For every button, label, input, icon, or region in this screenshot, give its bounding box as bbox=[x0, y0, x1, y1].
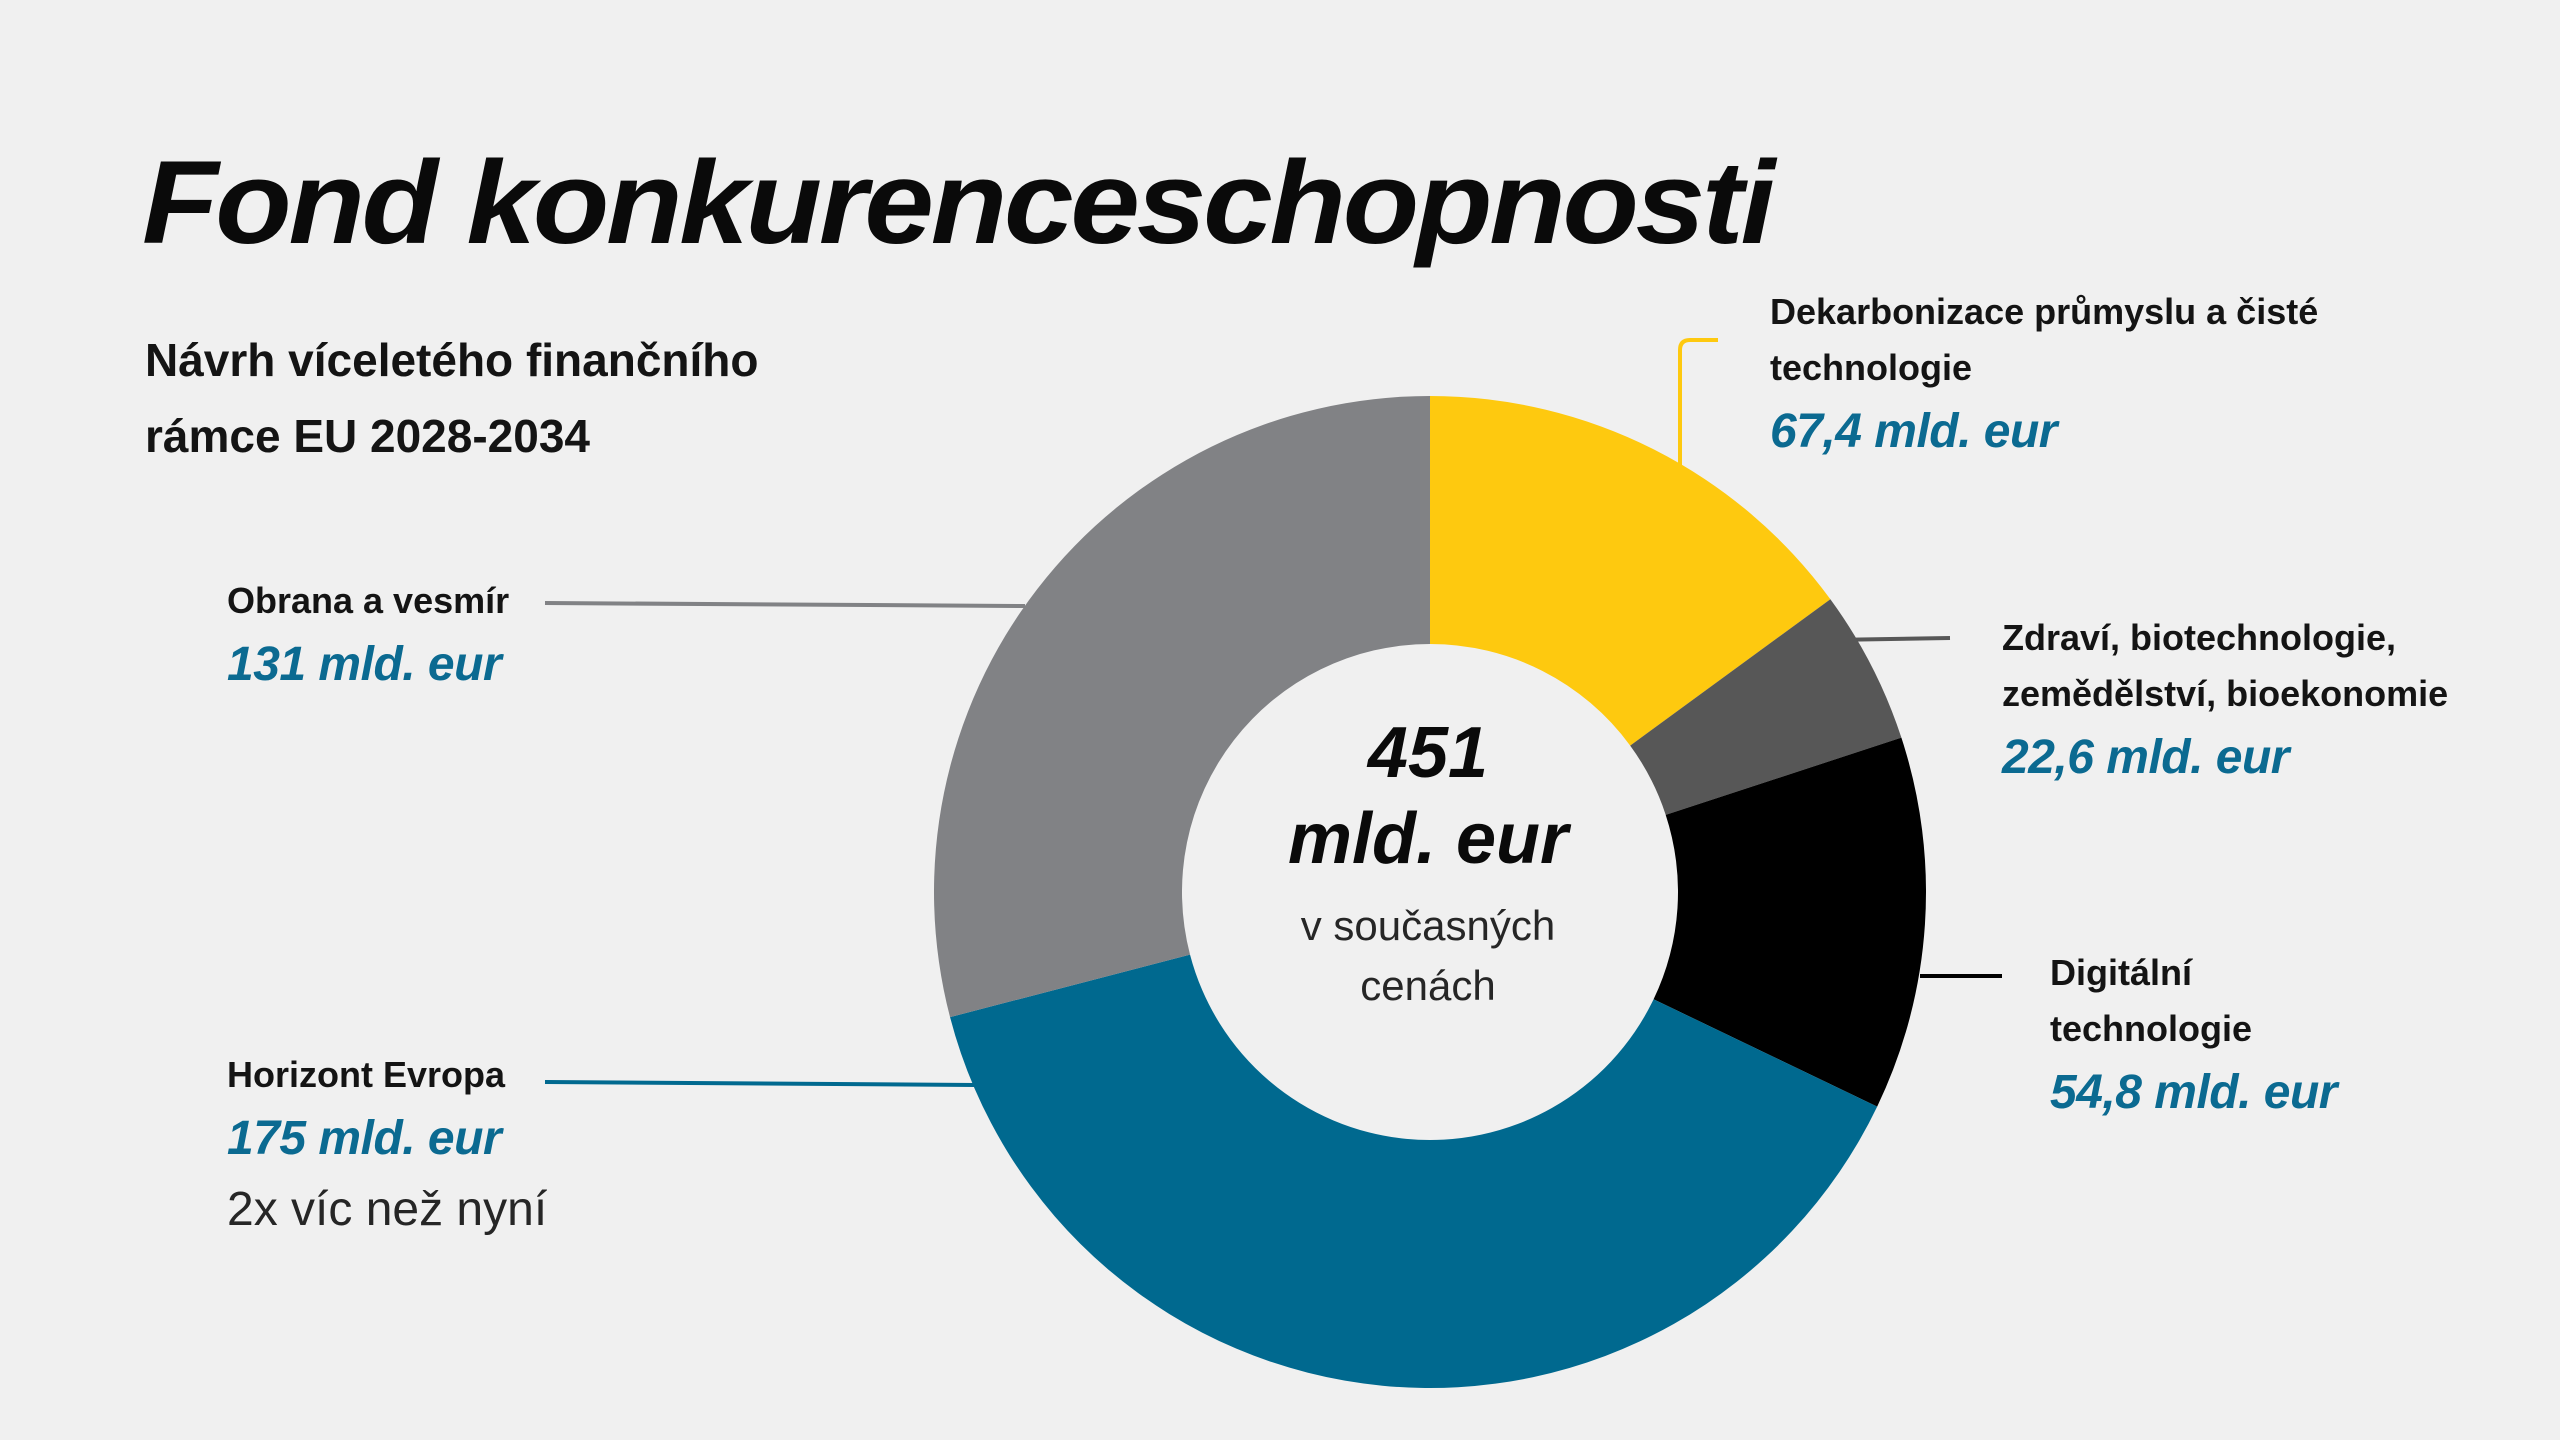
center-note-line-2: cenách bbox=[1360, 962, 1496, 1009]
slice-label-name: Digitální bbox=[2050, 952, 2192, 993]
leader-line-obrana-a-vesmir bbox=[544, 601, 1026, 608]
center-note: v současných cenách bbox=[1228, 896, 1628, 1016]
slice-value-label: 175 mld. eur bbox=[227, 1112, 502, 1165]
slice-value-label: 131 mld. eur bbox=[227, 638, 502, 691]
slice-label-dekarbonizace: Dekarbonizace průmyslu a čisté technolog… bbox=[1770, 284, 2318, 468]
slice-value-label: 67,4 mld. eur bbox=[1770, 405, 2057, 458]
slice-label-name: Zdraví, biotechnologie, bbox=[2002, 617, 2397, 658]
chart-subtitle: Návrh víceletého finančního rámce EU 202… bbox=[145, 322, 905, 474]
donut-slice-dekarbonizace bbox=[1430, 396, 1831, 746]
leader-line-horizont-evropa bbox=[544, 1080, 976, 1087]
donut-slice-obrana-a-vesmir bbox=[933, 395, 1430, 1018]
donut-slice-zdravi bbox=[1630, 599, 1902, 815]
slice-label-digitalni: Digitální technologie 54,8 mld. eur bbox=[2050, 945, 2337, 1129]
slice-label-zdravi: Zdraví, biotechnologie, zemědělství, bio… bbox=[2002, 610, 2448, 794]
donut-slice-horizont-evropa bbox=[950, 954, 1878, 1388]
slice-label-name: zemědělství, bioekonomie bbox=[2002, 673, 2449, 714]
slice-note: 2x víc než nyní bbox=[227, 1183, 548, 1236]
donut-slice-digitalni bbox=[1653, 737, 1926, 1107]
slice-label-name: technologie bbox=[2050, 1008, 2253, 1049]
center-total-value: 451 mld. eur bbox=[1228, 710, 1628, 882]
subtitle-line-2: rámce EU 2028-2034 bbox=[145, 410, 590, 462]
leader-line-dekarbonizace bbox=[1678, 338, 1718, 468]
chart-title: Fond konkurenceschopnosti bbox=[142, 137, 1775, 269]
slice-label-obrana-a-vesmir: Obrana a vesmír 131 mld. eur bbox=[227, 573, 509, 701]
slice-value-label: 54,8 mld. eur bbox=[2050, 1066, 2337, 1119]
slice-label-name: Obrana a vesmír bbox=[227, 580, 510, 621]
slice-label-name: Dekarbonizace průmyslu a čisté bbox=[1770, 291, 2319, 332]
donut-slices bbox=[933, 395, 1926, 1388]
slice-value-label: 22,6 mld. eur bbox=[2002, 731, 2289, 784]
center-total: 451 mld. eur v současných cenách bbox=[1228, 710, 1628, 1016]
slice-label-horizont-evropa: Horizont Evropa 175 mld. eur 2x víc než … bbox=[227, 1047, 547, 1245]
center-note-line-1: v současných bbox=[1300, 902, 1556, 949]
slice-label-name: Horizont Evropa bbox=[227, 1054, 506, 1095]
slice-label-name: technologie bbox=[1770, 347, 1973, 388]
subtitle-line-1: Návrh víceletého finančního bbox=[145, 334, 759, 386]
center-value-line-2: mld. eur bbox=[1287, 799, 1569, 879]
center-value-line-1: 451 bbox=[1367, 713, 1489, 793]
